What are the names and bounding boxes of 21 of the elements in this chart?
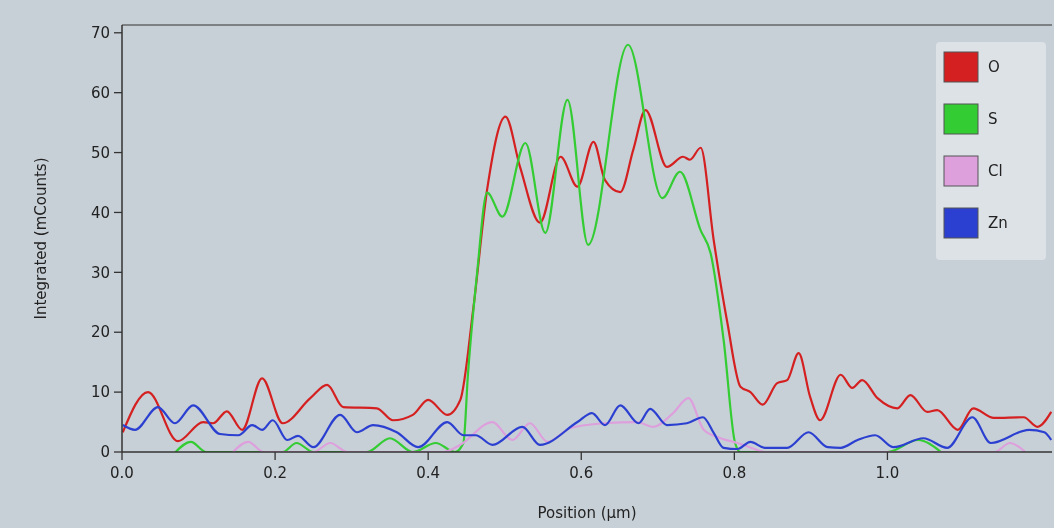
x-tick-label: 0.4 (416, 464, 441, 482)
legend-label: Cl (988, 162, 1003, 181)
line-series (122, 108, 1052, 443)
y-tick-label: 70 (90, 24, 110, 43)
x-tick-label: 1.0 (875, 464, 900, 482)
y-axis-title: Integrated (mCounts) (32, 157, 50, 320)
y-tick-label: 30 (90, 263, 110, 282)
y-tick-label: 20 (90, 323, 110, 342)
x-tick-label: 0.0 (110, 464, 134, 482)
y-tick-label: 50 (90, 143, 110, 162)
legend-label: O (988, 58, 1000, 77)
y-tick-label: 60 (90, 83, 110, 102)
x-tick-label: 0.6 (569, 464, 594, 482)
y-tick-label: 40 (90, 203, 110, 222)
x-tick-label: 0.8 (722, 464, 747, 482)
x-tick-label: 0.2 (263, 464, 288, 482)
legend-label: S (988, 110, 998, 129)
y-tick-label: 0 (100, 443, 110, 462)
x-axis-title: Position (µm) (537, 504, 637, 522)
y-tick-label: 10 (90, 383, 110, 402)
legend-label: Zn (988, 214, 1008, 233)
